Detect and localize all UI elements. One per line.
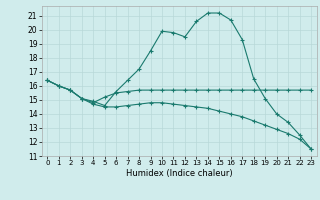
X-axis label: Humidex (Indice chaleur): Humidex (Indice chaleur) — [126, 169, 233, 178]
